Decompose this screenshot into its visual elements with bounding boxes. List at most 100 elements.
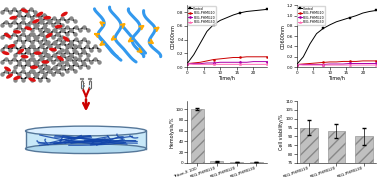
Ellipse shape <box>4 33 11 38</box>
PEG-PHMG20 <box>321 63 325 65</box>
Line: PEG-PHMG30: PEG-PHMG30 <box>186 63 268 65</box>
Bar <box>82 85 83 87</box>
PEG-PHMG20 <box>218 61 223 63</box>
PEG-PHMG10 <box>314 62 319 64</box>
Control <box>354 15 358 17</box>
Ellipse shape <box>21 55 28 58</box>
Control <box>198 42 203 44</box>
PEG-PHMG20 <box>245 61 249 63</box>
PEG-PHMG30 <box>347 64 352 66</box>
PEG-PHMG30 <box>301 64 305 66</box>
Ellipse shape <box>13 76 21 80</box>
PEG-PHMG20 <box>251 61 256 63</box>
PEG-PHMG10 <box>258 56 262 58</box>
PEG-PHMG10 <box>211 58 216 61</box>
Control <box>238 12 242 14</box>
PEG-PHMG20 <box>367 62 372 65</box>
Bar <box>211 161 223 163</box>
Ellipse shape <box>30 65 38 69</box>
PEG-PHMG30 <box>321 64 325 66</box>
Ellipse shape <box>2 51 9 55</box>
PEG-PHMG10 <box>238 56 242 59</box>
PEG-PHMG10 <box>341 60 345 62</box>
PEG-PHMG10 <box>347 60 352 62</box>
Control <box>308 43 312 45</box>
PEG-PHMG30 <box>294 63 299 65</box>
Line: Control: Control <box>296 9 377 65</box>
PEG-PHMG30 <box>205 63 209 65</box>
PEG-PHMG20 <box>238 61 242 63</box>
Bar <box>82 81 83 88</box>
Polygon shape <box>25 131 147 149</box>
PEG-PHMG30 <box>264 63 269 65</box>
PEG-PHMG10 <box>327 61 332 63</box>
Ellipse shape <box>6 73 13 79</box>
Control <box>327 24 332 26</box>
Ellipse shape <box>49 48 57 51</box>
Line: PEG-PHMG20: PEG-PHMG20 <box>296 62 377 65</box>
PEG-PHMG30 <box>185 63 189 65</box>
Line: PEG-PHMG10: PEG-PHMG10 <box>186 56 268 65</box>
PEG-PHMG20 <box>361 62 365 65</box>
PEG-PHMG30 <box>314 64 319 66</box>
PEG-PHMG30 <box>231 63 236 65</box>
Ellipse shape <box>13 30 21 34</box>
Ellipse shape <box>17 49 24 54</box>
PEG-PHMG30 <box>192 63 196 65</box>
PEG-PHMG30 <box>258 63 262 65</box>
Control <box>374 9 378 12</box>
Control <box>341 19 345 21</box>
Line: Control: Control <box>186 8 268 65</box>
Control <box>258 9 262 11</box>
Legend: Control, PEG-PHMG10, PEG-PHMG20, PEG-PHMG30: Control, PEG-PHMG10, PEG-PHMG20, PEG-PHM… <box>297 6 325 25</box>
Bar <box>328 131 345 177</box>
PEG-PHMG20 <box>264 61 269 63</box>
PEG-PHMG20 <box>192 63 196 65</box>
Line: PEG-PHMG30: PEG-PHMG30 <box>296 64 377 66</box>
PEG-PHMG10 <box>192 62 196 64</box>
PEG-PHMG20 <box>294 63 299 65</box>
PEG-PHMG30 <box>308 64 312 66</box>
Ellipse shape <box>8 44 15 48</box>
Ellipse shape <box>34 51 42 55</box>
Ellipse shape <box>9 16 17 20</box>
PEG-PHMG10 <box>354 60 358 62</box>
PEG-PHMG10 <box>185 63 189 65</box>
Bar <box>89 81 90 88</box>
PEG-PHMG20 <box>185 63 189 65</box>
Ellipse shape <box>46 33 53 38</box>
PEG-PHMG20 <box>327 63 332 65</box>
Control <box>218 19 223 21</box>
Control <box>361 12 365 14</box>
PEG-PHMG30 <box>361 64 365 66</box>
PEG-PHMG20 <box>211 62 216 64</box>
PEG-PHMG30 <box>238 63 242 65</box>
PEG-PHMG10 <box>294 63 299 65</box>
PEG-PHMG10 <box>367 60 372 62</box>
PEG-PHMG10 <box>321 61 325 64</box>
Y-axis label: OD600nm: OD600nm <box>280 24 285 49</box>
PEG-PHMG30 <box>245 63 249 65</box>
Y-axis label: Hemolysis/%: Hemolysis/% <box>169 116 175 148</box>
Ellipse shape <box>63 36 70 42</box>
Ellipse shape <box>4 67 11 72</box>
Control <box>205 30 209 32</box>
PEG-PHMG20 <box>231 61 236 63</box>
Control <box>334 21 339 23</box>
Control <box>225 17 229 19</box>
PEG-PHMG30 <box>211 63 216 65</box>
Control <box>314 33 319 35</box>
PEG-PHMG30 <box>251 63 256 65</box>
Control <box>245 10 249 13</box>
Control <box>321 27 325 30</box>
PEG-PHMG30 <box>367 64 372 66</box>
Ellipse shape <box>55 25 62 28</box>
PEG-PHMG30 <box>225 63 229 65</box>
Control <box>264 8 269 10</box>
Control <box>367 10 372 13</box>
Ellipse shape <box>32 19 40 24</box>
PEG-PHMG30 <box>354 64 358 66</box>
PEG-PHMG10 <box>198 61 203 63</box>
Y-axis label: Cell viability/%: Cell viability/% <box>279 114 284 150</box>
PEG-PHMG20 <box>205 62 209 64</box>
